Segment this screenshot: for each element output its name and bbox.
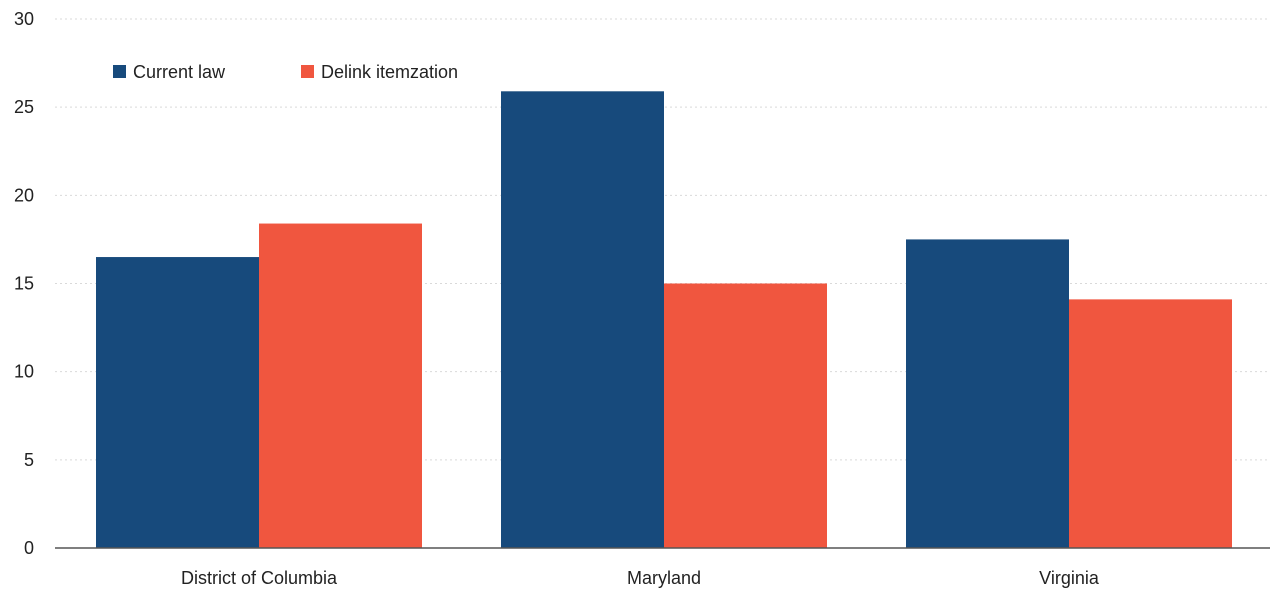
legend-label: Delink itemzation	[321, 62, 458, 82]
legend: Current law Delink itemzation	[113, 62, 458, 82]
y-tick-label: 20	[14, 185, 34, 205]
y-tick-label: 10	[14, 362, 34, 382]
y-tick-label: 5	[24, 450, 34, 470]
legend-label: Current law	[133, 62, 226, 82]
x-tick-label: District of Columbia	[181, 568, 338, 588]
y-tick-label: 0	[24, 538, 34, 558]
y-tick-label: 25	[14, 97, 34, 117]
bar-delink-itemzation-1	[664, 283, 827, 548]
x-tick-label: Virginia	[1039, 568, 1100, 588]
y-tick-label: 15	[14, 274, 34, 294]
bar-current-law-0	[96, 257, 259, 548]
bar-current-law-2	[906, 239, 1069, 548]
axes: 0 5 10 15 20 25 30 District of Columbia Maryland…	[14, 9, 1270, 588]
x-tick-label: Maryland	[627, 568, 701, 588]
y-tick-label: 30	[14, 9, 34, 29]
legend-swatch	[113, 65, 126, 78]
bars	[96, 91, 1232, 549]
bar-delink-itemzation-0	[259, 223, 422, 548]
legend-swatch	[301, 65, 314, 78]
bar-delink-itemzation-2	[1069, 299, 1232, 548]
bar-current-law-1	[501, 91, 664, 549]
